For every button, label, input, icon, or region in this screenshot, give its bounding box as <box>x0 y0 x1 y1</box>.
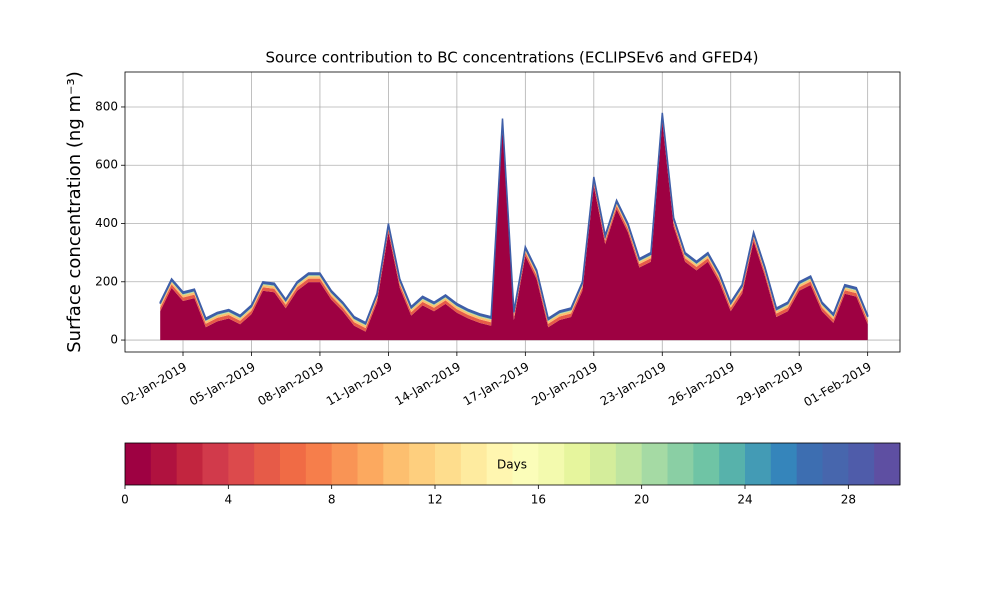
colorbar-cell <box>150 443 178 485</box>
x-tick-label: 17-Jan-2019 <box>461 360 532 409</box>
colorbar-cell <box>564 443 591 485</box>
area <box>160 121 868 341</box>
colorbar-cell <box>822 443 849 485</box>
colorbar-cell <box>770 443 798 485</box>
area <box>159 112 869 326</box>
x-tick-label: 26-Jan-2019 <box>666 360 737 409</box>
colorbar-cell <box>280 443 307 485</box>
colorbar-cell <box>848 443 875 485</box>
chart-title: Source contribution to BC concentrations… <box>265 49 758 67</box>
colorbar-cell <box>409 443 436 485</box>
colorbar-cell <box>202 443 229 485</box>
colorbar-cell <box>357 443 384 485</box>
x-tick-label: 11-Jan-2019 <box>324 360 395 409</box>
colorbar-tick-label: 24 <box>737 493 752 507</box>
x-tick-label: 08-Jan-2019 <box>255 360 326 409</box>
colorbar-tick-label: 12 <box>427 493 442 507</box>
y-tick-label: 200 <box>95 274 118 288</box>
colorbar-cell <box>796 443 823 485</box>
colorbar-cell <box>590 443 617 485</box>
colorbar-cell <box>435 443 462 485</box>
y-tick-label: 800 <box>95 99 118 113</box>
colorbar-label: Days <box>497 458 527 472</box>
colorbar-cell <box>693 443 720 485</box>
colorbar-cell <box>331 443 358 485</box>
colorbar-cell <box>383 443 410 485</box>
colorbar-cell <box>228 443 255 485</box>
colorbar-cell <box>641 443 668 485</box>
colorbar-tick-label: 28 <box>841 493 856 507</box>
y-axis-label: Surface concentration (ng m⁻³) <box>64 71 85 353</box>
colorbar-tick-label: 4 <box>225 493 233 507</box>
plot-frame <box>124 71 901 353</box>
x-tick-label: 01-Feb-2019 <box>801 360 874 410</box>
colorbar-cell <box>538 443 565 485</box>
colorbar-cell <box>460 443 488 485</box>
colorbar-cell <box>719 443 746 485</box>
x-tick-label: 14-Jan-2019 <box>392 360 463 409</box>
x-tick-label: 02-Jan-2019 <box>118 360 189 409</box>
y-tick-label: 0 <box>110 333 118 347</box>
colorbar-cell <box>254 443 281 485</box>
colorbar-cell <box>486 443 513 485</box>
colorbar-frame <box>124 442 901 486</box>
colorbar-cell <box>667 443 694 485</box>
colorbar-tick-label: 16 <box>531 493 546 507</box>
colorbar-cell <box>125 443 152 485</box>
colorbar-tick-label: 8 <box>328 493 336 507</box>
colorbar-cell <box>305 443 333 485</box>
colorbar-cell <box>512 443 539 485</box>
colorbar-cell <box>615 443 643 485</box>
colorbar-cell <box>176 443 203 485</box>
y-tick-label: 400 <box>95 216 118 230</box>
x-tick-label: 20-Jan-2019 <box>529 360 600 409</box>
y-tick-label: 600 <box>95 158 118 172</box>
colorbar-cell <box>874 443 901 485</box>
colorbar-cell <box>745 443 772 485</box>
colorbar-tick-label: 0 <box>121 493 129 507</box>
colorbar-tick-label: 20 <box>634 493 649 507</box>
x-tick-label: 05-Jan-2019 <box>187 360 258 409</box>
x-tick-label: 29-Jan-2019 <box>735 360 806 409</box>
x-tick-label: 23-Jan-2019 <box>598 360 669 409</box>
